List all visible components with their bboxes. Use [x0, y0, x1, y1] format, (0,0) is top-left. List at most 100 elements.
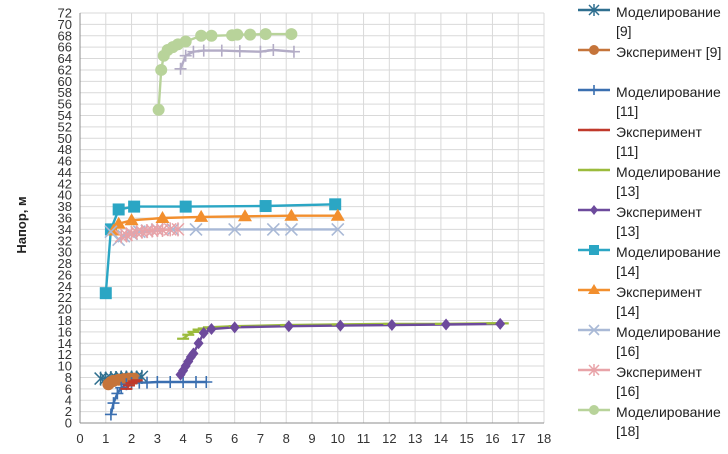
x-tick-label: 11	[357, 431, 371, 446]
y-tick-label: 64	[58, 51, 72, 66]
x-tick-label: 6	[231, 431, 238, 446]
legend-item: Эксперимент [11]	[576, 122, 726, 162]
y-tick-label: 20	[58, 302, 72, 317]
series-markers	[94, 28, 509, 421]
y-tick-label: 24	[58, 279, 72, 294]
x-tick-label: 7	[257, 431, 264, 446]
data-point	[331, 222, 345, 236]
y-tick-label: 14	[58, 336, 72, 351]
legend-item: Моделирование [9]	[576, 2, 726, 42]
x-tick-label: 16	[485, 431, 499, 446]
legend-label: Моделирование [9]	[616, 4, 721, 39]
data-point	[244, 28, 257, 41]
x-tick-label: 2	[128, 431, 135, 446]
data-point	[188, 347, 199, 360]
x-tick-label: 1	[102, 431, 109, 446]
data-point	[124, 213, 139, 226]
axes	[79, 13, 544, 424]
data-point	[194, 209, 209, 222]
y-tick-label: 52	[58, 119, 72, 134]
legend-swatch	[578, 405, 610, 415]
data-point	[195, 29, 208, 42]
data-point	[285, 28, 298, 41]
data-point	[193, 337, 204, 350]
data-point	[187, 45, 200, 58]
legend-marker	[589, 85, 599, 95]
series-line-2	[109, 380, 207, 415]
data-point	[164, 376, 177, 388]
data-point	[259, 28, 272, 41]
data-point	[237, 209, 252, 222]
x-tick-label: 4	[179, 431, 186, 446]
data-point	[197, 44, 210, 57]
data-point	[189, 222, 203, 236]
data-point	[287, 45, 300, 58]
legend-marker	[589, 245, 599, 255]
data-point	[151, 376, 164, 388]
legend-marker	[588, 4, 600, 16]
data-point	[228, 222, 242, 236]
y-tick-label: 48	[58, 142, 72, 157]
data-point	[266, 222, 280, 236]
series-line-11	[179, 48, 295, 70]
data-point	[386, 319, 397, 332]
legend-item: Эксперимент [9]	[576, 42, 726, 82]
data-point	[179, 200, 192, 213]
legend-label: Моделирование [16]	[616, 324, 721, 359]
y-tick-label: 22	[58, 290, 72, 305]
data-point	[259, 200, 272, 213]
legend-marker	[588, 364, 600, 376]
data-point	[495, 317, 506, 330]
y-tick-label: 8	[65, 370, 72, 385]
legend-item: Моделирование [18]	[576, 402, 726, 442]
y-tick-label: 60	[58, 74, 72, 89]
y-tick-label: 62	[58, 62, 72, 77]
chart: 0246810121416182022242628303234363840424…	[14, 6, 551, 447]
data-point	[111, 216, 126, 229]
y-tick-label: 26	[58, 267, 72, 282]
y-tick-label: 72	[58, 6, 72, 21]
data-point	[190, 376, 202, 388]
data-point	[330, 208, 345, 221]
legend-label: Моделирование [11]	[616, 84, 721, 119]
data-point	[141, 376, 154, 389]
data-point	[179, 49, 192, 62]
y-tick-label: 68	[58, 28, 72, 43]
legend-label: Эксперимент [16]	[616, 364, 702, 399]
data-point	[155, 211, 170, 223]
legend-item: Моделирование [14]	[576, 242, 726, 282]
data-point	[229, 321, 240, 334]
y-tick-label: 38	[58, 199, 72, 214]
legend-swatch	[578, 128, 610, 132]
data-point	[166, 222, 180, 236]
data-point	[205, 29, 218, 42]
y-tick-label: 44	[58, 165, 72, 180]
legend-label: Эксперимент [11]	[616, 124, 702, 159]
data-point	[231, 28, 244, 41]
data-point	[177, 376, 190, 388]
data-point	[206, 323, 217, 336]
legend-item: Эксперимент [16]	[576, 362, 726, 402]
legend-swatch	[578, 284, 610, 294]
x-tick-label: 10	[331, 431, 345, 446]
y-tick-label: 56	[58, 97, 72, 112]
x-tick-label: 18	[537, 431, 551, 446]
y-tick-label: 0	[65, 416, 72, 431]
legend-label: Моделирование [18]	[616, 404, 721, 439]
data-point	[335, 319, 346, 332]
legend-swatch	[578, 45, 610, 55]
y-tick-label: 36	[58, 211, 72, 226]
y-tick-label: 32	[58, 233, 72, 248]
legend-item: Эксперимент [13]	[576, 202, 726, 242]
data-point	[254, 45, 267, 58]
data-point	[198, 327, 209, 340]
legend-label: Эксперимент [9]	[616, 44, 722, 60]
x-tick-label: 12	[382, 431, 396, 446]
data-point	[104, 408, 117, 421]
data-point	[119, 228, 133, 243]
y-axis-label: Напор, м	[14, 196, 29, 253]
y-tick-label: 16	[58, 324, 72, 339]
legend-label: Эксперимент [13]	[616, 204, 702, 239]
legend-label: Моделирование [13]	[616, 164, 721, 199]
y-tick-label: 66	[58, 40, 72, 55]
